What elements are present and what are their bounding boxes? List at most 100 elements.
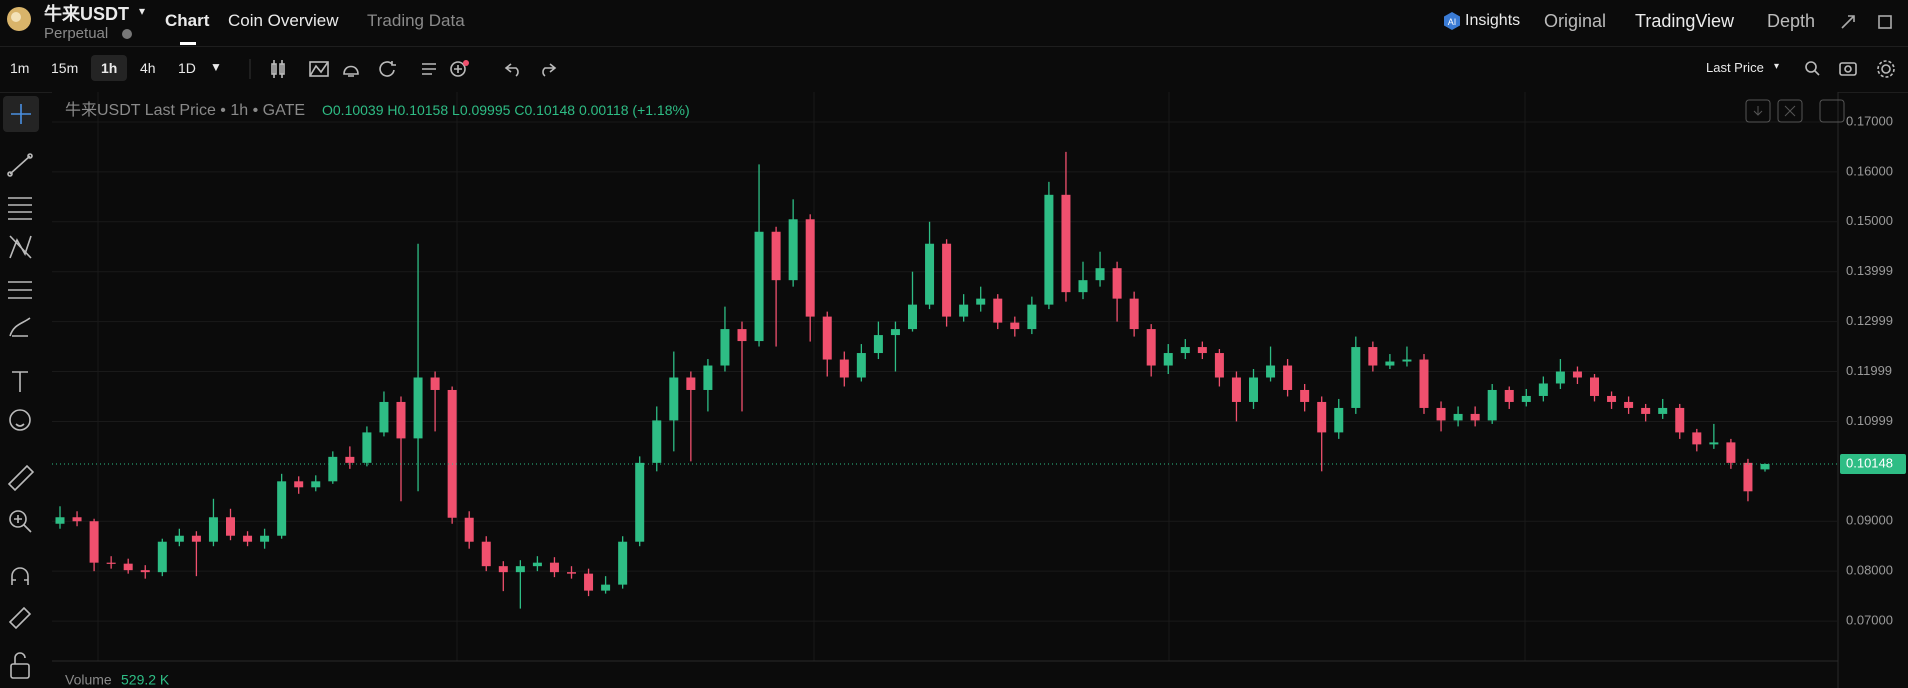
candle-body — [1572, 371, 1582, 378]
candle-body — [976, 298, 986, 305]
candle-body — [1504, 389, 1514, 402]
price-source-caret[interactable]: ▾ — [1774, 61, 1780, 72]
candle-body — [584, 573, 594, 591]
interval[interactable]: 15m — [51, 60, 79, 76]
candle-body — [839, 359, 849, 378]
candle-body — [123, 563, 133, 571]
candle-body — [652, 420, 662, 463]
y-tick-label: 0.13999 — [1846, 263, 1893, 278]
tab[interactable]: Coin Overview — [228, 11, 339, 30]
interval[interactable]: 1m — [10, 60, 30, 76]
interval-caret[interactable]: ▼ — [210, 60, 222, 74]
chart-title: 牛来USDT Last Price • 1h • GATE — [65, 101, 305, 119]
candle-body — [1249, 377, 1258, 402]
candle-body — [1675, 407, 1685, 433]
candle-body — [379, 401, 389, 433]
symbol[interactable]: 牛来USDT — [44, 4, 129, 24]
candle-body — [413, 377, 423, 439]
candle-body — [72, 517, 82, 522]
candle-body — [1095, 268, 1105, 281]
legend-key: H — [387, 102, 397, 118]
contract-type: Perpetual — [44, 25, 109, 42]
candle-body — [567, 572, 576, 574]
view-option[interactable]: Depth — [1767, 11, 1816, 31]
candle-body — [942, 243, 952, 317]
candle-body — [1709, 442, 1719, 445]
candle-body — [1692, 432, 1702, 445]
candle-body — [1385, 361, 1395, 366]
candle-body — [345, 456, 355, 463]
candle-body — [362, 432, 372, 463]
candle-body — [1231, 377, 1241, 402]
candle-body — [1283, 365, 1293, 390]
insights-icon: AI — [1444, 12, 1460, 30]
candle-body — [1214, 353, 1224, 378]
pane-buttons[interactable] — [1745, 99, 1845, 123]
candle-body — [890, 329, 900, 336]
view-option[interactable]: Original — [1544, 11, 1607, 31]
interval[interactable]: 1D — [178, 60, 196, 76]
candle-body — [464, 517, 474, 542]
candle-body — [1521, 395, 1531, 402]
drawing-tools[interactable] — [0, 92, 52, 688]
price-source[interactable]: Last Price — [1706, 60, 1764, 75]
ohlc-legend: O0.10039 H0.10158 L0.09995 C0.10148 0.00… — [322, 102, 690, 118]
candle-body — [1658, 407, 1668, 414]
candlestick-chart: 0.17000 0.16000 0.15000 0.13999 0.12999 0.119… — [52, 92, 1906, 688]
candle-body — [174, 535, 184, 542]
candle-body — [1453, 413, 1463, 421]
candle-body — [549, 562, 559, 573]
interval-active-bg — [91, 55, 127, 81]
candle-body — [260, 535, 270, 542]
volume-value: 529.2 K — [121, 672, 170, 688]
tab[interactable]: Chart — [165, 11, 210, 30]
plot-area — [52, 92, 1838, 661]
candle-body — [993, 298, 1003, 323]
candle-body — [908, 304, 917, 330]
legend-key: L — [452, 102, 460, 118]
candle-body — [140, 570, 150, 573]
candle-body — [1180, 347, 1190, 354]
candle-body — [1078, 280, 1088, 293]
candle-body — [515, 566, 525, 573]
candle-body — [1044, 194, 1054, 305]
candle-body — [396, 401, 406, 439]
legend-value: 0.10039 — [333, 102, 384, 118]
toolbar-right-icons[interactable] — [1800, 56, 1900, 82]
candle-body — [277, 481, 287, 536]
symbol-caret[interactable]: ▾ — [139, 4, 146, 18]
candle-body — [294, 481, 304, 488]
candle-body — [311, 481, 321, 488]
candle-body — [1163, 353, 1173, 366]
y-tick-label: 0.07000 — [1846, 613, 1893, 628]
candle-body — [1300, 389, 1310, 402]
interval[interactable]: 1h — [101, 60, 118, 76]
legend-key: O — [322, 102, 333, 118]
candle-body — [1010, 322, 1020, 330]
y-tick-label: 0.11999 — [1846, 363, 1892, 378]
info-icon[interactable] — [122, 29, 132, 39]
svg-text:AI: AI — [1448, 17, 1457, 27]
chart-tools[interactable] — [248, 56, 578, 82]
candle-body — [1368, 347, 1378, 366]
candle-body — [1027, 304, 1037, 330]
tab[interactable]: Trading Data — [367, 11, 465, 30]
legend-change-pct: (+1.18%) — [632, 102, 689, 118]
legend-change: 0.00118 — [579, 102, 629, 118]
candle-body — [447, 389, 457, 518]
interval[interactable]: 4h — [140, 60, 156, 76]
y-tick-label: 0.08000 — [1846, 563, 1893, 578]
top-bar: 牛来USDT ▾ Perpetual Chart Coin Overview T… — [0, 0, 1908, 47]
view-option[interactable]: TradingView — [1635, 11, 1735, 31]
candle-body — [243, 535, 253, 542]
candle-body — [328, 456, 338, 482]
candle-body — [226, 517, 235, 536]
volume-label: Volume — [65, 672, 112, 688]
window-icons[interactable] — [1838, 12, 1898, 32]
last-price-label: 0.10148 — [1846, 455, 1893, 470]
candle-body — [1334, 407, 1344, 433]
last-price-tag — [1840, 453, 1906, 474]
view-option[interactable]: Insights — [1465, 12, 1521, 29]
candle-body — [106, 562, 116, 564]
candle-body — [157, 541, 167, 573]
